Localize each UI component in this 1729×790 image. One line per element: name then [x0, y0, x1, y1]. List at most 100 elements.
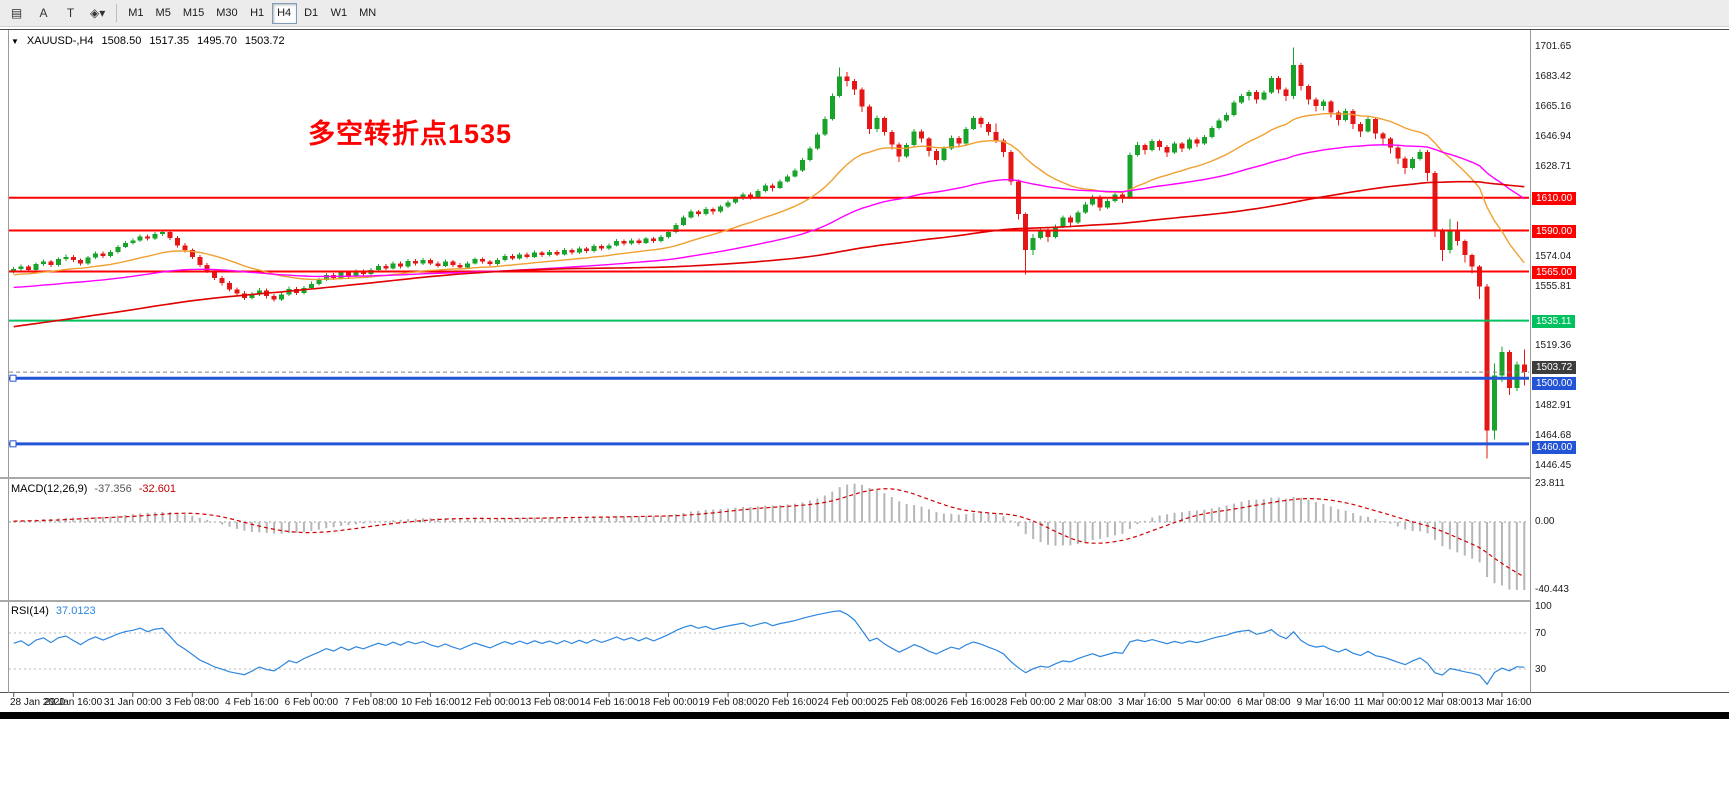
time-axis-label: 18 Feb 00:00	[639, 697, 698, 708]
timeframe-mn-button[interactable]: MN	[359, 7, 377, 19]
candle-body	[107, 251, 113, 256]
timeframe-m30-button[interactable]: M30	[216, 7, 238, 19]
candle-body	[93, 253, 99, 258]
macd-scale-label: -40.443	[1535, 584, 1569, 595]
candle-body	[1402, 158, 1408, 169]
candle-body	[279, 294, 285, 300]
line-handle[interactable]	[9, 374, 17, 382]
candle-body	[1454, 230, 1460, 242]
timeframe-m5-button[interactable]: M5	[155, 7, 171, 19]
toolbar: ▤ A T ◈▾ M1 M5 M15 M30 H1 H4 D1 W1 MN	[0, 0, 1729, 27]
time-axis-label: 4 Feb 16:00	[225, 697, 279, 708]
candle-body	[249, 294, 255, 298]
candle-body	[1172, 143, 1178, 153]
candle-body	[1298, 64, 1304, 87]
candle-body	[1410, 159, 1416, 169]
candle-body	[755, 191, 761, 197]
candle-body	[1194, 139, 1200, 144]
candle-body	[18, 266, 24, 270]
candle-body	[33, 264, 39, 270]
candle-body	[1209, 127, 1215, 138]
chart-menu-icon[interactable]: ▼	[11, 36, 19, 46]
candle-body	[1261, 92, 1267, 100]
candle-body	[1469, 255, 1475, 267]
price-tick-label: 1574.04	[1535, 250, 1572, 262]
candle-body	[1492, 375, 1498, 431]
candle-body	[636, 240, 642, 243]
candle-body	[1119, 194, 1125, 198]
rsi-scale-label: 30	[1535, 664, 1547, 675]
candle-body	[1276, 77, 1282, 90]
candle-body	[494, 260, 500, 265]
panel-separator[interactable]	[0, 477, 1729, 479]
candle-body	[405, 260, 411, 267]
candle-body	[145, 236, 151, 239]
candle-body	[152, 233, 158, 239]
candle-body	[1395, 147, 1401, 159]
candle-body	[591, 246, 597, 252]
candle-body	[546, 251, 552, 256]
candle-body	[651, 238, 657, 242]
chart-canvas[interactable]	[0, 30, 1729, 700]
candle-body	[420, 260, 426, 264]
price-tick-label: 1464.68	[1535, 430, 1572, 442]
annotation-text[interactable]: 多空转折点1535	[308, 119, 513, 149]
candle-body	[122, 242, 128, 247]
timeframe-d1-button[interactable]: D1	[304, 7, 319, 19]
timeframe-h1-button[interactable]: H1	[250, 7, 265, 19]
candle-body	[829, 95, 835, 119]
candle-body	[40, 261, 46, 265]
candle-body	[487, 261, 493, 265]
candle-body	[1067, 217, 1073, 223]
candle-body	[792, 170, 798, 177]
time-axis[interactable]: 28 Jan 2020 29 Jan 16:00 31 Jan 00:00 3 Feb…	[0, 693, 1729, 712]
time-axis-label: 5 Mar 00:00	[1177, 697, 1231, 708]
timeframe-m15-button[interactable]: M15	[182, 7, 205, 19]
shapes-tool-button[interactable]: ◈▾	[90, 6, 106, 20]
candle-body	[160, 232, 166, 234]
price-scale[interactable]: 1446.45 1464.68 1482.91 1519.36 1555.81 1574.…	[1530, 30, 1729, 693]
candle-body	[814, 134, 820, 149]
candle-body	[413, 260, 419, 264]
price-tag-1565.00: 1565.00	[1532, 265, 1577, 279]
rsi-scale-label: 70	[1535, 628, 1547, 639]
candle-body	[963, 128, 969, 144]
ohlc-open: 1508.50	[101, 35, 142, 47]
candle-body	[539, 252, 545, 256]
candle-body	[1439, 230, 1445, 251]
candle-body	[346, 272, 352, 277]
candle-body	[866, 106, 872, 129]
candle-body	[837, 76, 843, 96]
hlines-layer[interactable]	[9, 196, 1529, 448]
candle-body	[174, 237, 180, 246]
candle-body	[710, 209, 716, 212]
candle-body	[881, 118, 887, 133]
text-tool-button[interactable]: T	[66, 6, 75, 20]
candle-body	[78, 260, 84, 264]
arrow-tool-button[interactable]: A	[39, 6, 48, 20]
timeframe-m1-button[interactable]: M1	[128, 7, 144, 19]
candle-body	[643, 238, 649, 243]
candle-body	[435, 263, 441, 266]
time-axis-label: 6 Feb 00:00	[284, 697, 339, 708]
time-axis-label: 6 Mar 08:00	[1237, 697, 1291, 708]
candle-body	[1499, 351, 1505, 376]
candle-body	[509, 255, 515, 259]
price-tick-label: 1665.16	[1535, 101, 1572, 113]
timeframe-w1-button[interactable]: W1	[330, 7, 348, 19]
toolbar-separator	[116, 4, 118, 22]
panel-separator[interactable]	[0, 600, 1729, 602]
line-handle[interactable]	[9, 440, 17, 448]
candle-body	[1149, 141, 1155, 151]
candle-body	[896, 144, 902, 157]
macd-indicator-label: MACD(12,26,9) -37.356 -32.601	[11, 483, 176, 495]
chart-area[interactable]: ▼ XAUUSD-,H4 1508.50 1517.35 1495.70 150…	[0, 29, 1729, 719]
candle-body	[1350, 110, 1356, 124]
candle-body	[1417, 151, 1423, 160]
timeframe-h4-button[interactable]: H4	[271, 2, 297, 24]
candle-body	[517, 254, 523, 259]
candle-body	[427, 260, 433, 264]
price-tag-1610.00: 1610.00	[1532, 191, 1577, 205]
candle-body	[740, 194, 746, 199]
chart-grid-icon[interactable]: ▤	[10, 6, 23, 20]
